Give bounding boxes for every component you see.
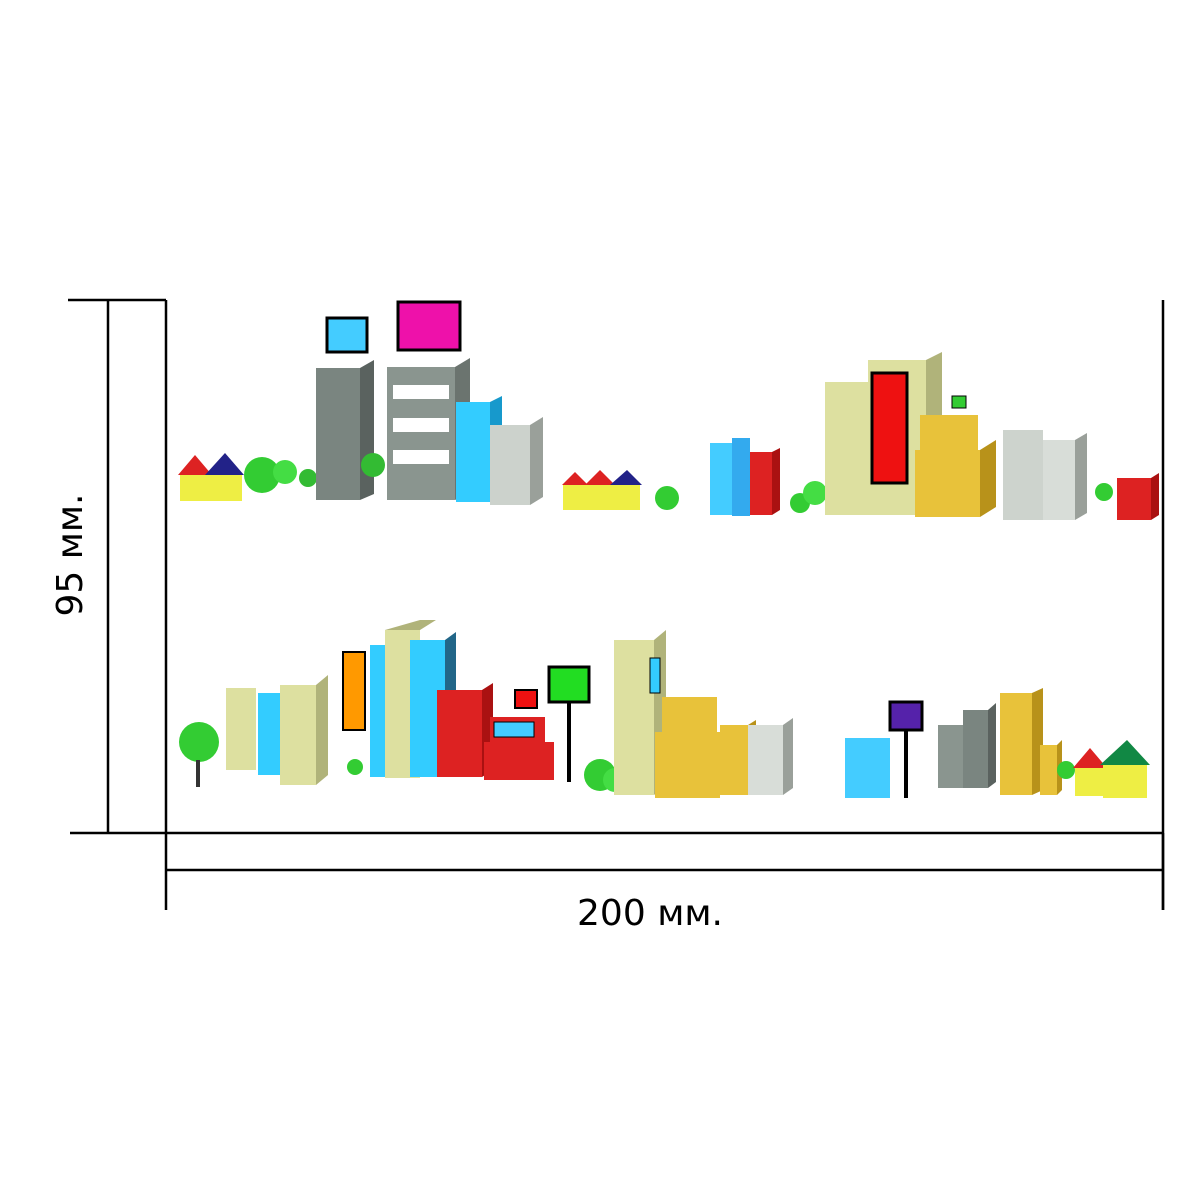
city-top-row-shape	[393, 450, 449, 464]
city-top-row-shape	[178, 455, 212, 475]
city-bottom-row-shape	[1075, 768, 1105, 796]
city-top-row-shape	[803, 481, 827, 505]
city-top-row-shape	[1003, 430, 1043, 520]
city-bottom-row-shape	[385, 620, 436, 630]
city-top-row-shape	[951, 395, 967, 409]
city-top-row-shape	[772, 448, 780, 515]
city-bottom-row-shape	[258, 693, 280, 775]
city-top-row-shape	[920, 415, 978, 450]
city-top-row-shape	[396, 300, 462, 352]
city-bottom-row-shape	[437, 690, 482, 777]
city-top-row-shape	[205, 453, 244, 475]
city-top-row-shape	[393, 418, 449, 432]
city-bottom-row-shape	[179, 722, 219, 762]
city-bottom-row-shape	[226, 688, 256, 770]
city-bottom-row-shape	[662, 697, 717, 732]
city-top-row-shape	[870, 371, 909, 485]
city-bottom-row-shape	[342, 651, 366, 731]
city-top-row-shape	[1117, 478, 1151, 520]
city-bottom-row-shape	[484, 742, 554, 780]
city-top-row-shape	[825, 382, 870, 515]
city-top-row-shape	[1151, 473, 1159, 520]
city-top-row-shape	[562, 472, 588, 485]
city-bottom-row-shape	[1073, 748, 1107, 768]
height-label: 95 мм.	[50, 493, 91, 616]
city-top-row-shape	[456, 402, 490, 502]
city-bottom-row-shape	[988, 703, 996, 788]
city-top-row-shape	[299, 469, 317, 487]
city-top-row-shape	[750, 452, 772, 515]
city-bottom-row-shape	[783, 718, 793, 795]
city-top-row-shape	[208, 475, 242, 501]
city-bottom-row-shape	[1040, 745, 1057, 795]
city-bottom-row-shape	[280, 685, 316, 785]
city-top-row-shape	[530, 417, 543, 505]
city-bottom-row-shape	[748, 725, 783, 795]
city-bottom-row-shape	[514, 689, 538, 709]
city-top-row-shape	[393, 385, 449, 399]
city-top-row-shape	[710, 443, 732, 515]
city-top-row-shape	[361, 453, 385, 477]
city-bottom-row-shape	[963, 710, 988, 788]
city-bottom-row-shape	[547, 665, 591, 704]
city-bottom-row-shape	[888, 700, 924, 732]
city-top-row-shape	[585, 470, 615, 485]
city-bottom-row-shape	[649, 657, 661, 694]
city-top-row-shape	[732, 438, 750, 516]
city-top-row-shape	[490, 425, 530, 505]
city-bottom-row-shape	[316, 675, 328, 785]
city-bottom-row-shape	[845, 738, 890, 798]
city-top-row-shape	[563, 485, 587, 510]
city-top-row-shape	[1095, 483, 1113, 501]
city-top-row-shape	[325, 316, 369, 354]
city-top-row-shape	[980, 440, 996, 517]
city-bottom-row-shape	[720, 725, 748, 795]
city-top-row-shape	[610, 470, 642, 485]
city-top-row-shape	[1075, 433, 1087, 520]
city-bottom-row-shape	[347, 759, 363, 775]
city-bottom-row-shape	[1100, 740, 1150, 765]
city-bottom-row-shape	[938, 725, 963, 788]
city-top-row-shape	[655, 486, 679, 510]
city-top-row-shape	[915, 450, 980, 517]
city-top-row-shape	[180, 475, 210, 501]
city-top-row-shape	[612, 485, 640, 510]
city-bottom-row-shape	[904, 730, 908, 798]
city-top-row-shape	[316, 368, 360, 500]
city-top-row	[178, 300, 1159, 520]
dimension-lines	[68, 298, 1165, 910]
city-bottom-row	[179, 620, 1150, 798]
city-bottom-row-shape	[614, 640, 654, 795]
city-bottom-row-shape	[655, 732, 720, 798]
city-top-row-shape	[273, 460, 297, 484]
city-top-row-shape	[244, 457, 280, 493]
city-top-row-shape	[360, 360, 374, 500]
city-bottom-row-shape	[196, 760, 200, 787]
city-bottom-row-shape	[1103, 765, 1147, 798]
city-bottom-row-shape	[1000, 693, 1032, 795]
city-bottom-row-shape	[1057, 761, 1075, 779]
width-label: 200 мм.	[577, 893, 723, 934]
city-bottom-row-shape	[493, 721, 535, 738]
city-bottom-row-shape	[567, 702, 571, 782]
city-top-row-shape	[587, 485, 613, 510]
city-top-row-shape	[1043, 440, 1075, 520]
